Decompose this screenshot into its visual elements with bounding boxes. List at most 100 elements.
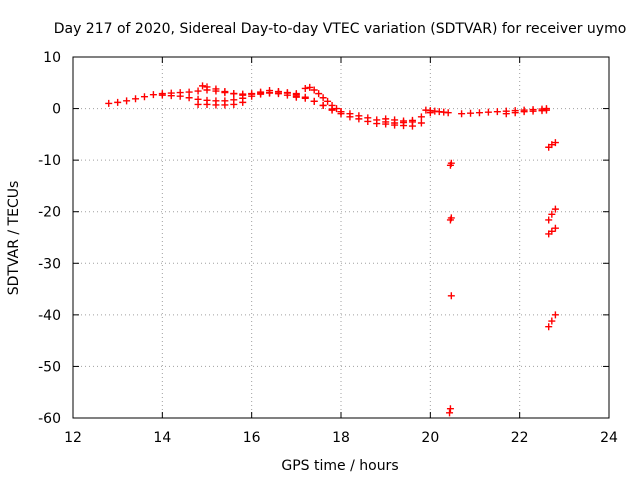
data-point	[458, 110, 466, 118]
data-point	[301, 84, 309, 92]
y-tick-label: 10	[43, 50, 61, 66]
data-point	[185, 94, 193, 102]
data-point	[221, 88, 229, 96]
data-point	[545, 323, 553, 331]
series-outliers-20.5	[446, 159, 455, 417]
data-point	[467, 109, 475, 117]
data-point	[310, 97, 318, 105]
y-tick-label: -10	[38, 153, 61, 169]
data-point	[230, 100, 238, 108]
data-point	[417, 113, 425, 121]
data-point	[337, 108, 345, 116]
data-point	[551, 139, 559, 147]
data-point	[551, 311, 559, 319]
data-point	[212, 85, 220, 93]
data-point	[511, 109, 519, 117]
data-point	[176, 92, 184, 100]
data-point	[364, 114, 372, 122]
series-track-e	[292, 92, 416, 130]
y-tick-label: 0	[52, 102, 61, 118]
x-tick-labels: 12 14 16 18 20 22 24	[64, 430, 618, 446]
y-tick-label: -50	[38, 359, 61, 375]
data-point	[239, 91, 247, 99]
data-point	[306, 83, 314, 91]
data-point	[346, 110, 354, 118]
data-point	[310, 86, 318, 94]
y-tick-label: -20	[38, 205, 61, 221]
data-point	[266, 87, 274, 95]
data-point	[548, 141, 556, 149]
data-point	[283, 89, 291, 97]
series-track-a	[105, 86, 300, 107]
data-point	[257, 88, 265, 96]
y-tick-label: -60	[38, 411, 61, 427]
series-track-f	[301, 83, 345, 116]
data-point	[408, 118, 416, 126]
x-tick-label: 24	[600, 430, 618, 446]
data-point	[548, 317, 556, 325]
data-point	[545, 216, 553, 224]
data-point	[239, 98, 247, 106]
x-tick-label: 20	[421, 430, 439, 446]
data-point	[484, 108, 492, 116]
data-point	[324, 97, 332, 105]
data-point	[447, 214, 455, 222]
data-point	[417, 119, 425, 127]
data-point	[199, 82, 207, 90]
data-point	[493, 108, 501, 116]
series-track-d	[194, 98, 247, 109]
data-point	[230, 90, 238, 98]
data-point	[502, 110, 510, 118]
data-point	[520, 108, 528, 116]
x-tick-label: 12	[64, 430, 82, 446]
axis-ticks	[72, 56, 610, 419]
data-point	[319, 101, 327, 109]
series-track-i	[422, 106, 452, 117]
data-point	[475, 109, 483, 117]
x-tick-label: 18	[332, 430, 350, 446]
data-point	[194, 100, 202, 108]
data-point	[391, 116, 399, 124]
data-point	[551, 205, 559, 213]
data-point	[248, 90, 256, 98]
data-point	[274, 88, 282, 96]
data-points	[105, 82, 559, 417]
data-point	[292, 90, 300, 98]
data-point	[132, 95, 140, 103]
data-point	[114, 98, 122, 106]
data-point	[105, 99, 113, 107]
data-point	[548, 227, 556, 235]
data-point	[446, 405, 454, 413]
data-point	[328, 105, 336, 113]
data-point	[158, 91, 166, 99]
chart-title: Day 217 of 2020, Sidereal Day-to-day VTE…	[54, 21, 627, 37]
data-point	[167, 92, 175, 100]
x-tick-label: 14	[153, 430, 171, 446]
data-point	[123, 97, 131, 105]
data-point	[203, 100, 211, 108]
data-point	[149, 91, 157, 99]
data-point	[447, 159, 455, 167]
series-track-k	[502, 106, 550, 118]
series-track-c	[199, 82, 291, 99]
y-tick-label: -40	[38, 308, 61, 324]
data-point	[400, 117, 408, 125]
data-point	[529, 107, 537, 115]
data-point	[548, 210, 556, 218]
x-tick-label: 22	[511, 430, 529, 446]
data-point	[319, 94, 327, 102]
data-point	[355, 112, 363, 120]
data-point	[382, 115, 390, 123]
data-point	[140, 93, 148, 101]
data-point	[301, 93, 309, 101]
data-point	[551, 224, 559, 232]
data-point	[194, 87, 202, 95]
data-point	[542, 106, 550, 114]
y-tick-labels: 10 0 -10 -20 -30 -40 -50 -60	[38, 50, 61, 427]
y-tick-label: -30	[38, 256, 61, 272]
y-axis-label: SDTVAR / TECUs	[6, 181, 22, 296]
data-point	[212, 101, 220, 109]
data-point	[444, 109, 452, 117]
series-outliers-22.7	[545, 139, 559, 331]
